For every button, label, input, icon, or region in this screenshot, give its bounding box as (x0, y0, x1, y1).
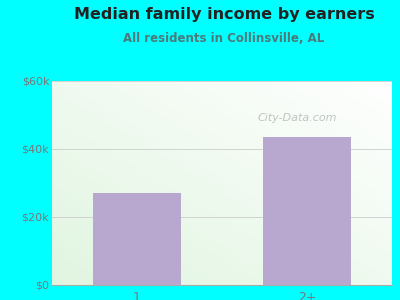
Bar (93, 193, 181, 285)
Text: City-Data.com: City-Data.com (257, 113, 336, 123)
Text: Median family income by earners: Median family income by earners (74, 8, 374, 22)
Text: All residents in Collinsville, AL: All residents in Collinsville, AL (123, 32, 325, 44)
Bar (263, 137, 351, 285)
